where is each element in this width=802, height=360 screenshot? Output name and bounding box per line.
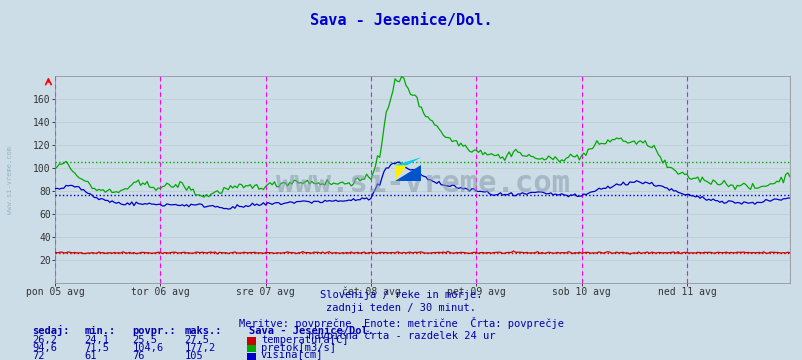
Text: Slovenija / reke in morje.: Slovenija / reke in morje. xyxy=(320,290,482,300)
Text: 25,5: 25,5 xyxy=(132,335,157,345)
Text: 72: 72 xyxy=(32,351,45,360)
Text: 24,1: 24,1 xyxy=(84,335,109,345)
Text: maks.:: maks.: xyxy=(184,326,222,336)
Text: Sava - Jesenice/Dol.: Sava - Jesenice/Dol. xyxy=(249,326,374,336)
Text: pretok[m3/s]: pretok[m3/s] xyxy=(261,343,335,353)
Text: 71,5: 71,5 xyxy=(84,343,109,353)
Text: Meritve: povprečne  Enote: metrične  Črta: povprečje: Meritve: povprečne Enote: metrične Črta:… xyxy=(239,317,563,329)
Text: www.si-vreme.com: www.si-vreme.com xyxy=(6,146,13,214)
Text: 177,2: 177,2 xyxy=(184,343,216,353)
Text: 61: 61 xyxy=(84,351,97,360)
Polygon shape xyxy=(395,157,421,165)
Text: višina[cm]: višina[cm] xyxy=(261,350,323,360)
Text: 76: 76 xyxy=(132,351,145,360)
Text: povpr.:: povpr.: xyxy=(132,326,176,336)
Text: sedaj:: sedaj: xyxy=(32,325,70,336)
Text: 104,6: 104,6 xyxy=(132,343,164,353)
Text: temperatura[C]: temperatura[C] xyxy=(261,335,348,345)
Polygon shape xyxy=(395,165,407,181)
Text: zadnji teden / 30 minut.: zadnji teden / 30 minut. xyxy=(326,303,476,314)
Text: 26,2: 26,2 xyxy=(32,335,57,345)
Text: min.:: min.: xyxy=(84,326,115,336)
Text: 94,6: 94,6 xyxy=(32,343,57,353)
Text: www.si-vreme.com: www.si-vreme.com xyxy=(275,169,569,198)
Polygon shape xyxy=(395,165,421,181)
Text: 105: 105 xyxy=(184,351,203,360)
Text: navpična črta - razdelek 24 ur: navpična črta - razdelek 24 ur xyxy=(307,331,495,341)
Text: 27,5: 27,5 xyxy=(184,335,209,345)
Text: Sava - Jesenice/Dol.: Sava - Jesenice/Dol. xyxy=(310,13,492,28)
